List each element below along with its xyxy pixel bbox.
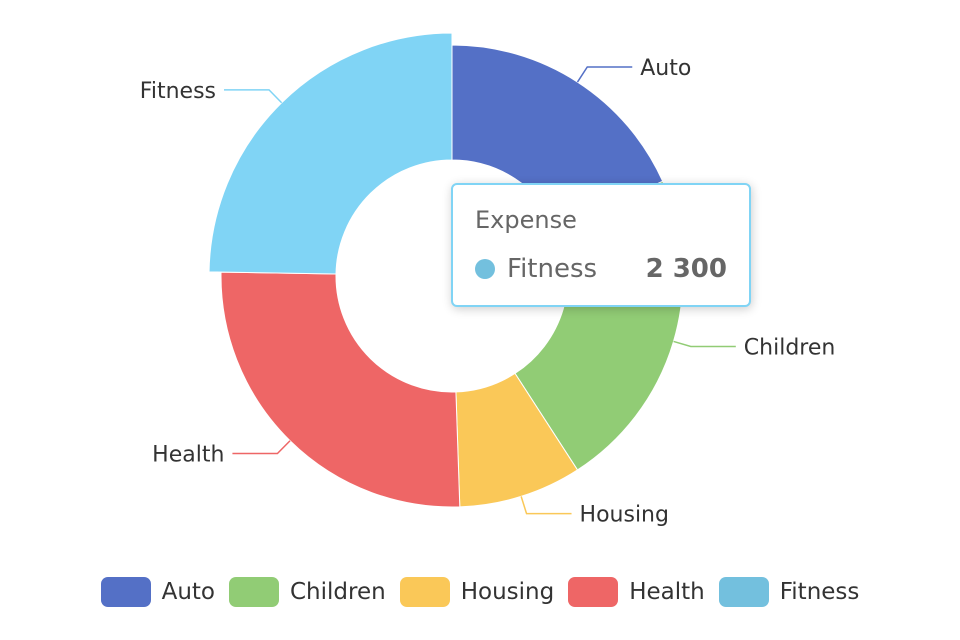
slice-auto[interactable] [451,44,664,230]
series-dot-icon [475,259,495,279]
legend-swatch-icon [568,577,619,607]
tooltip-title: Expense [475,206,577,234]
slice-label-children: Children [744,336,836,361]
legend-item-auto[interactable]: Auto [100,577,215,607]
legend-swatch-icon [229,577,279,607]
slice-label-health: Health [152,443,224,468]
legend-item-children[interactable]: Children [229,577,386,607]
leader-line [673,340,736,348]
tooltip-series-name: Fitness [507,254,598,284]
legend-swatch-icon [100,577,151,607]
slice-fitness[interactable] [208,32,453,275]
legend-label: Auto [161,579,215,605]
legend-label: Housing [460,579,555,605]
chart-tooltip: Expense Fitness 2 300 [451,183,751,307]
slice-label-auto: Auto [640,56,691,81]
leader-line [224,89,283,104]
slice-label-fitness: Fitness [140,79,216,104]
legend-item-fitness[interactable]: Fitness [718,577,860,607]
legend-label: Fitness [779,579,860,605]
slice-health[interactable] [220,271,461,508]
legend-swatch-icon [718,577,769,607]
tooltip-series-value: 2 300 [645,254,727,284]
tooltip-row: Fitness 2 300 [475,254,727,284]
slice-labels: Auto Children Housing Health Fitness [140,56,836,528]
chart-legend: Auto Children Housing Health Fitness [0,572,960,612]
leader-line [232,440,291,455]
legend-item-health[interactable]: Health [568,577,705,607]
leader-line [520,496,572,515]
slice-label-housing: Housing [580,503,669,528]
legend-label: Children [290,579,386,605]
legend-label: Health [629,579,705,605]
leader-line [576,66,633,83]
legend-swatch-icon [399,577,450,607]
legend-item-housing[interactable]: Housing [399,577,555,607]
